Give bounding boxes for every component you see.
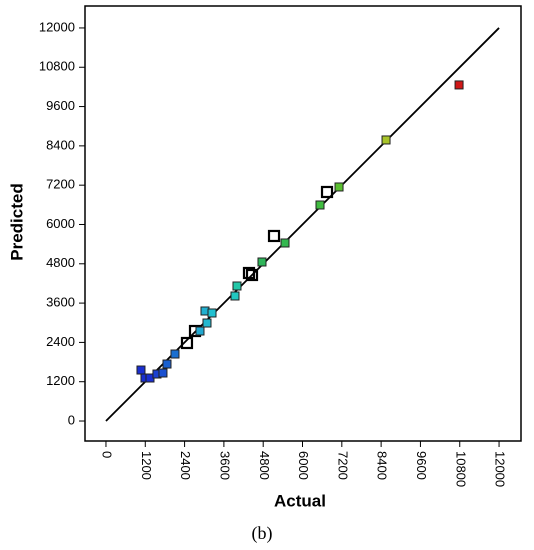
data-point — [267, 229, 281, 243]
data-point — [381, 135, 391, 145]
y-tick-label: 7200 — [46, 177, 75, 192]
data-point — [320, 185, 334, 199]
caption: (b) — [252, 523, 273, 544]
y-tick-label: 9600 — [46, 98, 75, 113]
x-tick-label: 6000 — [296, 451, 311, 480]
y-tick-label: 0 — [68, 412, 75, 427]
y-tick-label: 6000 — [46, 216, 75, 231]
x-tick-label: 4800 — [257, 451, 272, 480]
x-tick-label: 9600 — [414, 451, 429, 480]
y-tick-label: 12000 — [39, 19, 75, 34]
y-tick-label: 3600 — [46, 295, 75, 310]
data-point — [162, 359, 172, 369]
data-point — [315, 200, 325, 210]
x-tick-label: 8400 — [375, 451, 390, 480]
data-point — [136, 365, 146, 375]
x-axis-title: Actual — [274, 491, 326, 510]
data-point — [232, 281, 242, 291]
y-tick-label: 2400 — [46, 334, 75, 349]
data-point — [230, 291, 240, 301]
y-axis-title: Predicted — [7, 183, 26, 260]
data-point — [170, 349, 180, 359]
data-point — [280, 238, 290, 248]
x-tick-label: 0 — [100, 451, 115, 458]
data-point — [207, 308, 217, 318]
y-tick-label: 10800 — [39, 59, 75, 74]
data-point — [242, 266, 256, 280]
data-point — [454, 80, 464, 90]
data-point — [195, 326, 205, 336]
y-tick-label: 8400 — [46, 137, 75, 152]
x-tick-label: 1200 — [139, 451, 154, 480]
data-point — [202, 318, 212, 328]
x-tick-label: 7200 — [335, 451, 350, 480]
y-tick-label: 4800 — [46, 255, 75, 270]
y-tick-label: 1200 — [46, 373, 75, 388]
data-point — [334, 182, 344, 192]
x-tick-label: 12000 — [493, 451, 508, 487]
data-point — [245, 268, 259, 282]
data-point — [180, 336, 194, 350]
x-tick-label: 10800 — [453, 451, 468, 487]
data-point — [158, 368, 168, 378]
data-point — [257, 257, 267, 267]
x-tick-label: 3600 — [217, 451, 232, 480]
x-tick-label: 2400 — [178, 451, 193, 480]
